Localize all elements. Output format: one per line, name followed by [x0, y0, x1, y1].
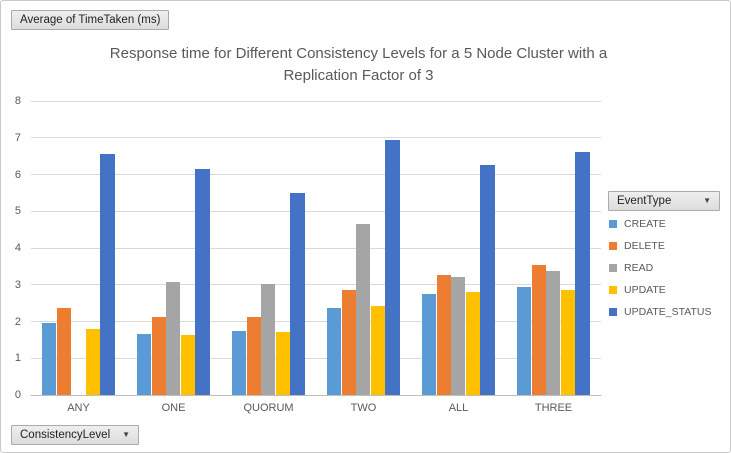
- legend-swatch-icon: [609, 220, 617, 228]
- bar-delete-any: [56, 308, 71, 395]
- value-field-button[interactable]: Average of TimeTaken (ms): [11, 10, 170, 30]
- bar-delete-all: [436, 275, 451, 395]
- x-category-label: TWO: [350, 402, 377, 414]
- bar-read-one: [166, 281, 181, 395]
- chevron-down-icon: ▼: [703, 195, 711, 205]
- legend-label: UPDATE: [624, 284, 666, 296]
- bar-update_status-quorum: [290, 192, 305, 395]
- bar-delete-one: [151, 316, 166, 395]
- bar-delete-quorum: [246, 317, 261, 395]
- gridline: [31, 284, 601, 286]
- chart-title: Response time for Different Consistency …: [1, 43, 716, 87]
- gridline: [31, 174, 601, 175]
- x-category-label: ONE: [161, 402, 186, 414]
- chevron-down-icon: ▼: [122, 429, 131, 439]
- legend-item: UPDATE_STATUS: [609, 301, 729, 323]
- bar-update-any: [85, 329, 100, 395]
- legend-label: CREATE: [624, 218, 666, 230]
- bar-read-two: [356, 224, 371, 395]
- bar-read-all: [451, 277, 466, 395]
- gridline: [31, 321, 601, 322]
- gridline: [31, 210, 601, 212]
- bar-update-all: [465, 292, 480, 395]
- legend-label: READ: [624, 262, 654, 274]
- bar-update_status-two: [385, 139, 400, 395]
- bar-update-quorum: [275, 332, 290, 395]
- bar-read-three: [546, 271, 561, 395]
- bar-update_status-all: [480, 165, 495, 395]
- bar-update_status-three: [575, 152, 590, 395]
- bar-create-two: [326, 307, 342, 395]
- gridline: [31, 247, 601, 249]
- y-tick-label: 5: [14, 205, 21, 218]
- bar-read-quorum: [261, 284, 276, 395]
- legend-label: UPDATE_STATUS: [624, 306, 712, 318]
- bar-update-two: [370, 306, 385, 395]
- bar-create-three: [516, 287, 532, 395]
- legend-item: UPDATE: [609, 279, 729, 301]
- x-category-label: THREE: [534, 402, 573, 414]
- bar-update-one: [180, 335, 195, 395]
- bar-update_status-any: [100, 153, 115, 395]
- bar-update-three: [560, 289, 575, 395]
- bar-delete-three: [531, 264, 546, 395]
- legend: CREATE DELETE READ UPDATE UPDATE_STATUS: [609, 213, 729, 323]
- legend-label: DELETE: [624, 240, 665, 252]
- y-tick-label: 7: [14, 131, 21, 144]
- bar-create-any: [41, 323, 57, 395]
- gridline: [31, 100, 601, 102]
- x-category-label: ANY: [67, 402, 90, 414]
- axis-field-label: ConsistencyLevel: [20, 428, 111, 441]
- legend-swatch-icon: [609, 286, 617, 294]
- y-tick-label: 4: [14, 242, 21, 254]
- bar-update_status-one: [195, 168, 210, 395]
- axis-field-button[interactable]: ConsistencyLevel ▼: [11, 425, 140, 445]
- bar-create-quorum: [231, 330, 247, 395]
- y-tick-label: 1: [14, 352, 21, 365]
- y-tick-label: 2: [14, 315, 21, 328]
- legend-field-label: EventType: [617, 194, 672, 207]
- legend-item: READ: [609, 257, 729, 279]
- y-tick-label: 8: [14, 95, 21, 107]
- gridline: [31, 357, 601, 359]
- bar-delete-two: [341, 289, 356, 395]
- y-tick-label: 6: [14, 168, 21, 181]
- value-field-label: Average of TimeTaken (ms): [20, 13, 161, 26]
- legend-item: CREATE: [609, 213, 729, 235]
- x-category-label: QUORUM: [243, 402, 294, 414]
- gridline: [31, 137, 601, 139]
- bar-create-all: [421, 293, 437, 395]
- chart-title-text: Response time for Different Consistency …: [109, 45, 608, 84]
- legend-item: DELETE: [609, 235, 729, 257]
- legend-field-button[interactable]: EventType ▼: [608, 191, 720, 211]
- legend-swatch-icon: [609, 242, 617, 250]
- legend-swatch-icon: [609, 264, 617, 272]
- x-category-label: ALL: [448, 402, 469, 414]
- bar-create-one: [136, 333, 152, 395]
- x-axis-line: [31, 394, 601, 396]
- y-tick-label: 0: [14, 389, 21, 401]
- legend-swatch-icon: [609, 308, 617, 316]
- y-tick-label: 3: [14, 278, 21, 291]
